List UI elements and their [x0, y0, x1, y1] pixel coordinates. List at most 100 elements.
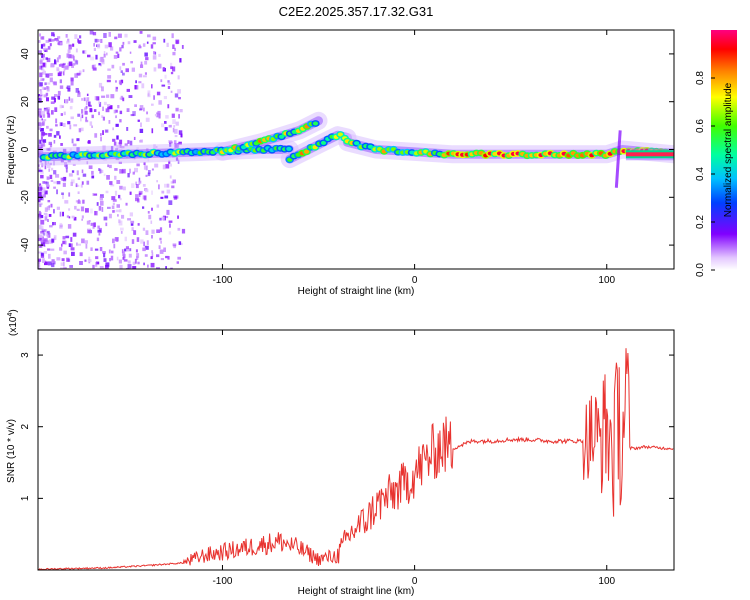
heatmap-noise-cell: [63, 177, 67, 180]
heatmap-peak-inner: [287, 157, 293, 162]
heatmap-noise-cell: [38, 194, 41, 198]
heatmap-noise-cell: [98, 231, 101, 236]
heatmap-noise-cell: [39, 185, 43, 188]
heatmap-noise-cell: [41, 118, 43, 121]
heatmap-noise-cell: [181, 45, 184, 49]
heatmap-noise-cell: [158, 113, 161, 119]
heatmap-noise-cell: [81, 238, 85, 244]
heatmap-noise-cell: [153, 67, 157, 72]
heatmap-noise-cell: [111, 196, 116, 201]
heatmap-noise-cell: [93, 193, 98, 196]
heatmap-noise-cell: [43, 94, 48, 98]
heatmap-noise-cell: [50, 101, 55, 104]
heatmap-noise-cell: [67, 49, 71, 54]
heatmap-noise-cell: [81, 215, 84, 219]
heatmap-noise-cell: [77, 200, 82, 204]
heatmap-noise-cell: [39, 89, 42, 92]
heatmap-noise-cell: [120, 227, 124, 231]
x-tick-label: 0: [412, 275, 418, 286]
heatmap-noise-cell: [143, 165, 146, 170]
heatmap-noise-cell: [87, 259, 92, 262]
heatmap-noise-cell: [181, 228, 186, 234]
heatmap-noise-cell: [53, 134, 57, 138]
heatmap-noise-cell: [125, 68, 129, 73]
heatmap-noise-cell: [73, 63, 76, 66]
heatmap-noise-cell: [115, 209, 120, 213]
heatmap-noise-cell: [113, 55, 118, 59]
heatmap-noise-cell: [170, 181, 174, 184]
heatmap-noise-cell: [44, 108, 48, 112]
heatmap-noise-cell: [121, 44, 124, 49]
heatmap-y-ticks: -40 -20 0 20 40: [20, 48, 674, 252]
heatmap-noise-cell: [41, 229, 46, 232]
heatmap-noise-cell: [144, 189, 149, 193]
heatmap-noise-cell: [107, 164, 109, 168]
heatmap-noise-cell: [110, 184, 115, 187]
heatmap-noise-cell: [140, 64, 144, 68]
heatmap-noise-cell: [112, 238, 115, 244]
heatmap-noise-cell: [98, 102, 102, 107]
heatmap-noise-cell: [46, 86, 49, 90]
heatmap-noise-cell: [168, 124, 172, 128]
heatmap-noise-cell: [107, 75, 112, 79]
heatmap-noise-cell: [163, 38, 166, 43]
heatmap-noise-cell: [166, 42, 169, 47]
heatmap-noise-cell: [40, 195, 44, 201]
heatmap-noise-cell: [76, 138, 80, 142]
heatmap-noise-cell: [42, 140, 45, 143]
heatmap-noise-cell: [52, 39, 55, 42]
heatmap-noise-cell: [103, 33, 107, 38]
heatmap-noise-cell: [85, 119, 89, 123]
heatmap-noise-cell: [70, 181, 73, 186]
heatmap-noise-cell: [135, 194, 139, 199]
heatmap-noise-cell: [169, 223, 171, 228]
heatmap-noise-cell: [165, 266, 167, 269]
heatmap-noise-cell: [105, 222, 108, 227]
heatmap-noise-cell: [59, 79, 62, 84]
heatmap-noise-cell: [174, 135, 178, 138]
figure-title: C2E2.2025.357.17.32.G31: [279, 4, 434, 19]
heatmap-panel: -100 0 100 -40 -20 0 20 40 Height of straight …: [6, 29, 675, 297]
heatmap-noise-cell: [122, 62, 125, 66]
heatmap-noise-cell: [50, 248, 55, 251]
heatmap-noise-cell: [107, 107, 110, 110]
heatmap-noise-cell: [105, 108, 110, 113]
heatmap-noise-cell: [53, 170, 57, 175]
heatmap-noise-cell: [111, 205, 115, 209]
heatmap-noise-cell: [80, 206, 85, 212]
heatmap-noise-cell: [100, 194, 104, 198]
heatmap-noise-cell: [112, 127, 114, 131]
heatmap-noise-cell: [170, 71, 174, 75]
heatmap-noise-cell: [44, 190, 48, 195]
heatmap-noise-cell: [78, 70, 82, 75]
heatmap-noise-cell: [179, 58, 182, 63]
heatmap-noise-cell: [86, 220, 91, 225]
heatmap-noise-cell: [129, 168, 131, 174]
heatmap-noise-cell: [60, 143, 63, 146]
y-tick-label: -40: [20, 237, 31, 252]
heatmap-noise-cell: [67, 88, 71, 92]
heatmap-noise-cell: [44, 216, 48, 221]
heatmap-noise-cell: [59, 222, 63, 226]
heatmap-noise-cell: [40, 174, 44, 179]
heatmap-noise-cell: [50, 179, 54, 182]
heatmap-noise-cell: [61, 258, 65, 262]
heatmap-noise-cell: [171, 185, 175, 189]
y-tick-label: 20: [20, 96, 31, 108]
heatmap-noise-cell: [151, 103, 154, 106]
heatmap-noise-cell: [38, 50, 42, 53]
heatmap-noise-cell: [77, 177, 81, 180]
heatmap-noise-cell: [143, 241, 145, 247]
heatmap-noise-cell: [61, 177, 64, 181]
heatmap-noise-cell: [114, 168, 118, 171]
heatmap-noise-cell: [39, 95, 43, 100]
heatmap-noise-cell: [96, 202, 99, 206]
heatmap-noise-cell: [62, 182, 66, 187]
heatmap-noise-cell: [54, 94, 58, 97]
heatmap-noise-cell: [142, 206, 145, 209]
heatmap-noise-cell: [158, 100, 162, 105]
heatmap-noise-cell: [79, 261, 83, 265]
heatmap-noise-cell: [172, 243, 177, 247]
heatmap-noise-cell: [115, 51, 119, 54]
heatmap-noise-cell: [79, 252, 83, 257]
